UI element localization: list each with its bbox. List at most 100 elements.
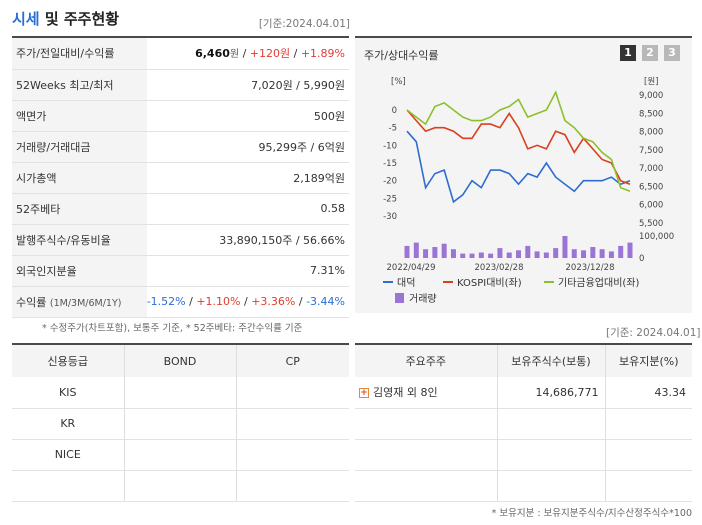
volume-bar <box>469 253 475 258</box>
y-left-tick-label: -5 <box>389 124 397 134</box>
bond-rating <box>123 470 236 502</box>
return-3m: +1.10% <box>196 295 241 308</box>
current-price: 6,460 <box>195 47 230 61</box>
table-row <box>355 408 692 440</box>
series-line-3 <box>406 90 631 193</box>
y-right-tick-label: 7,500 <box>639 146 663 156</box>
row-label: 액면가 <box>12 100 147 132</box>
chart-tab-3[interactable]: 3 <box>664 45 680 61</box>
holding-pct <box>604 470 692 502</box>
shares-held <box>496 408 605 440</box>
volume-bar <box>562 236 568 258</box>
chart-tab-1[interactable]: 1 <box>620 45 636 61</box>
x-tick-label: 2023/12/28 <box>566 263 615 273</box>
return-1m: -1.52% <box>146 295 186 308</box>
separator: / <box>185 295 197 308</box>
volume-bar <box>534 251 540 258</box>
row-label: 수익률 (1M/3M/6M/1Y) <box>12 286 147 318</box>
volume-bar <box>525 245 531 258</box>
row-label: 거래량/거래대금 <box>12 131 147 163</box>
footnote-right: * 보유지분 : 보유지분주식수/지수산정주식수*100 <box>491 508 692 519</box>
table-row: + 김영재 외 8인 14,686,771 43.34 <box>355 377 692 409</box>
y-right-unit-label: [원] <box>644 77 658 87</box>
cp-rating <box>235 470 349 502</box>
volume-bar <box>413 242 419 258</box>
row-label: 외국인지분율 <box>12 255 147 287</box>
footnote-left: * 수정주가(차트포함), 보통주 기준, * 52주베타: 주간수익률 기준 <box>42 323 303 334</box>
y-right-tick-label: 9,000 <box>639 91 663 101</box>
asof-date-lower: [기준: 2024.04.01] <box>606 327 701 339</box>
y-left-tick-label: -15 <box>383 159 397 169</box>
series-line-1 <box>406 130 631 204</box>
divider <box>12 343 349 345</box>
legend-swatch <box>395 293 404 303</box>
shares-held <box>496 439 605 471</box>
table-row <box>12 470 349 502</box>
legend-label: 거래량 <box>409 293 437 305</box>
volume-bar <box>543 252 549 258</box>
table-row: 52Weeks 최고/최저 7,020원 / 5,990원 <box>12 69 349 101</box>
table-row <box>355 439 692 471</box>
table-row: 시가총액 2,189억원 <box>12 162 349 194</box>
volume-bar <box>441 243 447 258</box>
price-change-pct: +1.89% <box>300 47 345 61</box>
y-left-unit-label: [%] <box>391 77 406 87</box>
y-right-tick-label: 8,500 <box>639 109 663 119</box>
row-label-period: (1M/3M/6M/1Y) <box>49 297 122 309</box>
table-row: 외국인지분율 7.31% <box>12 255 349 287</box>
shares-held <box>496 470 605 502</box>
bond-rating <box>123 408 236 440</box>
volume-bar <box>450 249 456 258</box>
volume-bar <box>590 247 596 258</box>
page-title-rest: 및 주주현황 <box>39 10 120 28</box>
volume-bar <box>599 249 605 258</box>
asof-date-top: [기준:2024.04.01] <box>258 18 350 30</box>
returns-cell: -1.52% / +1.10% / +3.36% / -3.44% <box>146 286 349 318</box>
legend-label: 대덕 <box>397 277 415 289</box>
table-row: KIS <box>12 377 349 409</box>
volume-bar <box>460 253 466 258</box>
price-info-table: 주가/전일대비/수익률 6,460원 / +120원 / +1.89% 52We… <box>12 38 349 318</box>
volume-bar <box>516 250 521 258</box>
page-title-accent: 시세 <box>12 10 40 28</box>
column-header: CP <box>235 345 349 377</box>
column-header: BOND <box>123 345 236 377</box>
volume-bar <box>627 242 633 258</box>
row-label-text: 수익률 <box>16 295 47 309</box>
volume-bar <box>618 245 624 258</box>
separator: / <box>239 47 250 61</box>
price-value-cell: 6,460원 / +120원 / +1.89% <box>146 38 349 70</box>
row-value: 2,189억원 <box>146 162 349 194</box>
volume-bar <box>553 248 559 258</box>
table-row <box>355 470 692 502</box>
table-row: 수익률 (1M/3M/6M/1Y) -1.52% / +1.10% / +3.3… <box>12 286 349 318</box>
row-value: 7,020원 / 5,990원 <box>146 69 349 101</box>
bond-rating <box>123 377 236 409</box>
volume-bar <box>506 252 512 258</box>
legend-label: 기타금융업대비(좌) <box>558 276 640 289</box>
volume-bar <box>404 245 410 258</box>
divider <box>355 36 692 38</box>
chart-tab-2[interactable]: 2 <box>642 45 658 61</box>
y-right-tick-label: 5,500 <box>639 219 663 229</box>
separator: / <box>295 295 307 308</box>
column-header: 신용등급 <box>12 345 124 377</box>
volume-tick-label: 0 <box>639 254 644 264</box>
volume-tick-label: 100,000 <box>639 232 674 242</box>
shareholder-name-cell[interactable]: + 김영재 외 8인 <box>355 377 497 409</box>
volume-bar <box>478 252 484 258</box>
x-tick-label: 2022/04/29 <box>387 263 436 273</box>
return-1y: -3.44% <box>306 295 345 308</box>
row-label: 52Weeks 최고/최저 <box>12 69 147 101</box>
separator: / <box>290 47 301 61</box>
row-label: 시가총액 <box>12 162 147 194</box>
expand-plus-icon[interactable]: + <box>359 388 369 399</box>
page-title: 시세 및 주주현황 <box>12 8 119 32</box>
price-return-chart: [%] [원] 0 -5 -10 -15 -20 -25 -30 9,000 8,500 8,000 7… <box>383 77 674 305</box>
y-left-tick-label: 0 <box>392 106 397 116</box>
row-value: 7.31% <box>146 255 349 287</box>
x-tick-label: 2023/02/28 <box>475 263 524 273</box>
price-unit: 원 <box>229 49 240 61</box>
rating-agency: KIS <box>12 377 124 409</box>
shareholder-name: 김영재 외 8인 <box>373 386 438 400</box>
